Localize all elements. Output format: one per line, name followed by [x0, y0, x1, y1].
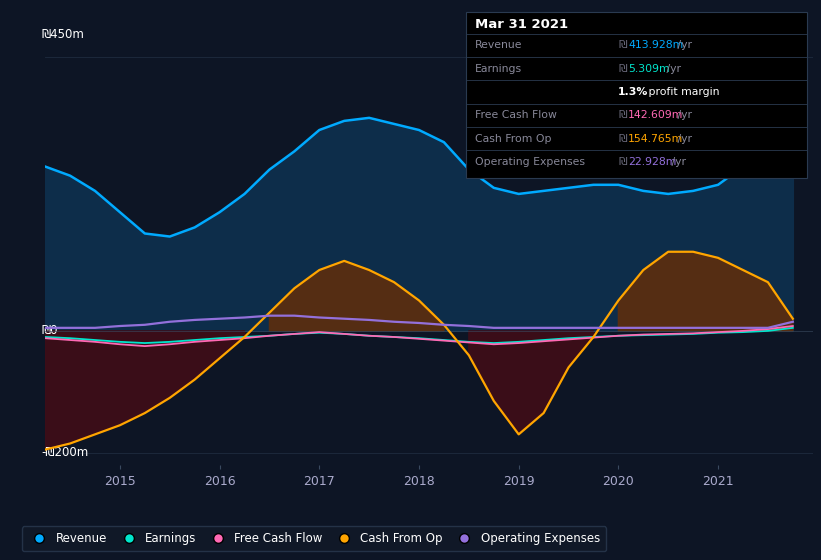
Text: Earnings: Earnings [475, 64, 521, 73]
Text: ₪450m: ₪450m [41, 27, 85, 40]
Text: -₪200m: -₪200m [41, 446, 89, 459]
Text: /yr: /yr [674, 134, 692, 143]
Text: /yr: /yr [674, 40, 692, 50]
Text: 413.928m: 413.928m [628, 40, 683, 50]
Text: ₪: ₪ [618, 64, 627, 73]
Legend: Revenue, Earnings, Free Cash Flow, Cash From Op, Operating Expenses: Revenue, Earnings, Free Cash Flow, Cash … [22, 526, 606, 551]
Text: ₪: ₪ [618, 134, 627, 143]
Text: ₪: ₪ [618, 40, 627, 50]
Text: Free Cash Flow: Free Cash Flow [475, 110, 557, 120]
Text: 154.765m: 154.765m [628, 134, 683, 143]
Text: ₪: ₪ [618, 110, 627, 120]
Text: Operating Expenses: Operating Expenses [475, 157, 585, 167]
Text: Mar 31 2021: Mar 31 2021 [475, 18, 567, 31]
Text: 142.609m: 142.609m [628, 110, 683, 120]
Text: Cash From Op: Cash From Op [475, 134, 551, 143]
Text: 5.309m: 5.309m [628, 64, 670, 73]
Text: /yr: /yr [668, 157, 686, 167]
Text: 1.3%: 1.3% [618, 87, 649, 97]
Text: /yr: /yr [663, 64, 681, 73]
Text: ₪0: ₪0 [41, 324, 57, 337]
Text: 22.928m: 22.928m [628, 157, 677, 167]
Text: profit margin: profit margin [645, 87, 720, 97]
Text: ₪: ₪ [618, 157, 627, 167]
Text: Revenue: Revenue [475, 40, 522, 50]
Text: /yr: /yr [674, 110, 692, 120]
